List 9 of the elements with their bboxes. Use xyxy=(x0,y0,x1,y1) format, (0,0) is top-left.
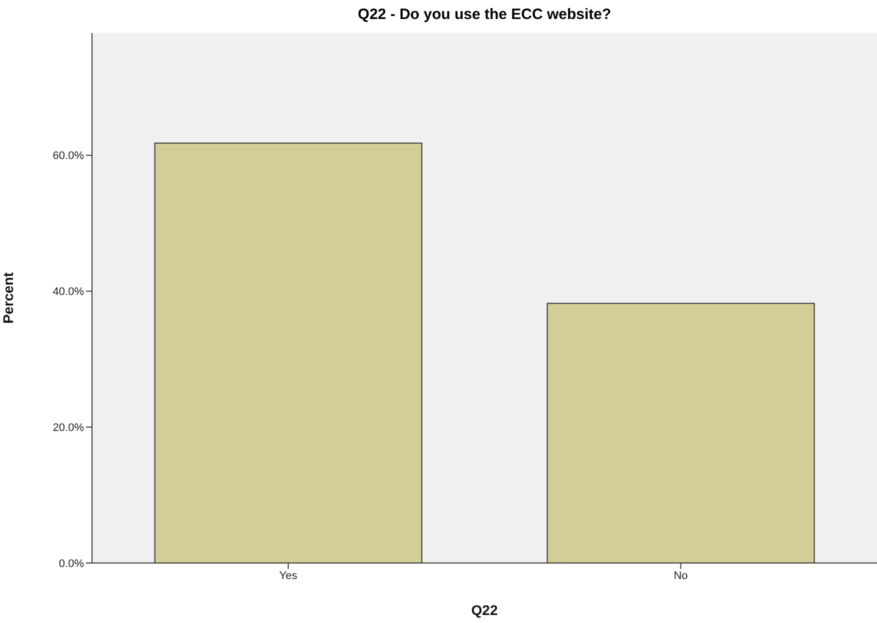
x-axis-title: Q22 xyxy=(471,602,498,618)
x-tick-label: No xyxy=(674,570,688,582)
x-tick-label: Yes xyxy=(279,570,298,582)
y-tick-label: 0.0% xyxy=(58,558,84,570)
y-axis-title: Percent xyxy=(0,272,16,324)
chart-title: Q22 - Do you use the ECC website? xyxy=(356,6,612,23)
y-tick-label: 40.0% xyxy=(52,286,84,298)
y-tick-label: 60.0% xyxy=(52,150,84,162)
y-tick-label: 20.0% xyxy=(52,422,84,434)
